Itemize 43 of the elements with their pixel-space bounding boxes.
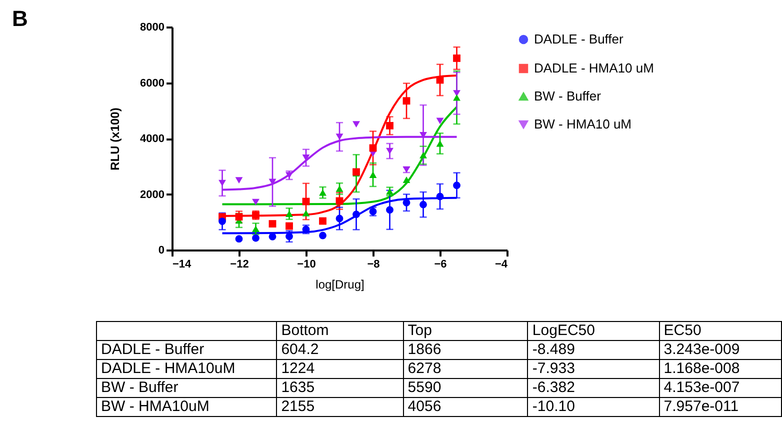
text: -7.933 — [532, 360, 575, 377]
category-label: DADLE - Buffer — [101, 341, 204, 358]
text: 604.2 — [281, 341, 319, 358]
text: 4056 — [408, 398, 442, 415]
text: 6278 — [408, 360, 442, 377]
text: 7.957e-011 — [664, 398, 739, 415]
legend-label: BW - HMA10 uM — [534, 116, 632, 132]
legend-label: DADLE - HMA10 uM — [534, 60, 654, 76]
x-tick-label: −12 — [230, 258, 249, 270]
text: -6.382 — [532, 379, 575, 396]
category-label: Top — [403, 322, 528, 340]
text: 1224 — [281, 360, 315, 377]
x-tick-label: −14 — [172, 258, 192, 270]
category-label: BW - Buffer — [101, 379, 178, 396]
category-label: EC50 — [659, 322, 782, 340]
category-label: DADLE - HMA10uM — [101, 360, 236, 377]
category-label: Bottom — [276, 322, 404, 340]
category-label: BW - HMA10uM — [101, 398, 210, 415]
x-tick-label: −4 — [494, 258, 508, 270]
text: 2155 — [281, 398, 315, 415]
text: 5590 — [408, 379, 442, 396]
x-tick-label: −8 — [367, 258, 380, 270]
text: -10.10 — [532, 398, 575, 415]
category-label: LogEC50 — [528, 322, 660, 340]
legend-label: DADLE - Buffer — [534, 32, 624, 46]
x-axis-title: log[Drug] — [316, 278, 364, 292]
text: 1866 — [408, 341, 442, 358]
text: 4.153e-007 — [664, 379, 740, 396]
y-tick-label: 0 — [158, 244, 164, 256]
y-tick-label: 2000 — [140, 188, 164, 201]
text: 1635 — [281, 379, 315, 396]
x-tick-label: −10 — [297, 258, 316, 270]
text: B — [12, 6, 28, 31]
y-tick-label: 4000 — [140, 133, 164, 145]
line-series — [221, 106, 458, 206]
y-axis-title: RLU (x100) — [108, 108, 122, 170]
text: 1.168e-008 — [664, 360, 740, 377]
text: 3.243e-009 — [664, 341, 740, 358]
legend-label: BW - Buffer — [534, 88, 602, 104]
y-tick-label: 6000 — [140, 77, 164, 90]
x-tick-label: −6 — [434, 258, 447, 270]
text: -8.489 — [532, 341, 575, 358]
y-tick-label: 8000 — [140, 22, 164, 34]
